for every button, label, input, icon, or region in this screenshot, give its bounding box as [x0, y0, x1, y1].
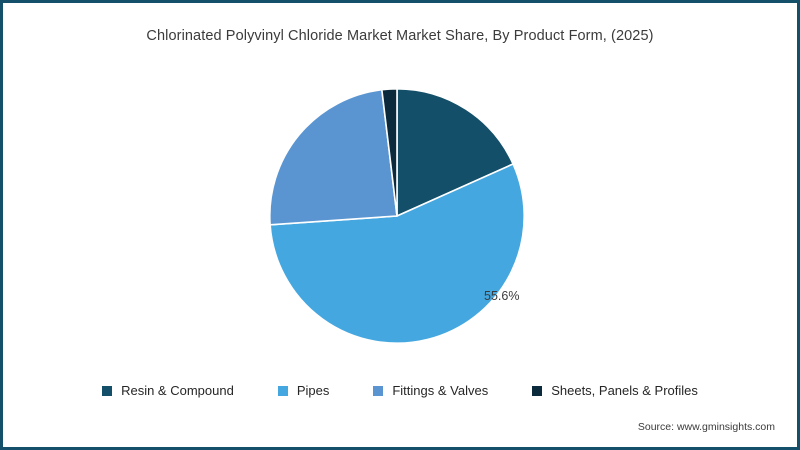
pie-data-label-pipes: 55.6%: [484, 289, 520, 303]
pie-slice[interactable]: [396, 88, 514, 217]
legend: Resin & Compound Pipes Fittings & Valves…: [3, 384, 797, 397]
legend-swatch-icon: [102, 385, 113, 396]
legend-item-resin-compound[interactable]: Resin & Compound: [102, 384, 234, 397]
pie-chart-svg: [268, 88, 525, 344]
legend-item-pipes[interactable]: Pipes: [277, 383, 330, 398]
pie-slice-group: [268, 88, 525, 344]
pie-slice[interactable]: [268, 88, 398, 226]
legend-swatch-icon: [373, 385, 384, 396]
legend-item-label: Pipes: [296, 383, 330, 398]
legend-item-label: Fittings & Valves: [392, 383, 489, 398]
legend-item-label: Sheets, Panels & Profiles: [551, 383, 698, 398]
legend-swatch-icon: [277, 385, 288, 396]
page-title: Chlorinated Polyvinyl Chloride Market Ma…: [146, 28, 654, 44]
pie-chart: [268, 87, 526, 345]
legend-item-label: Resin & Compound: [121, 383, 234, 398]
pie-slice[interactable]: [269, 163, 525, 344]
legend-item-sheets-panels-profiles[interactable]: Sheets, Panels & Profiles: [532, 384, 698, 397]
legend-swatch-icon: [532, 385, 543, 396]
legend-item-fittings-valves[interactable]: Fittings & Valves: [373, 384, 488, 397]
pie-slice[interactable]: [381, 88, 398, 217]
source-note: Source: www.gminsights.com: [637, 421, 775, 433]
